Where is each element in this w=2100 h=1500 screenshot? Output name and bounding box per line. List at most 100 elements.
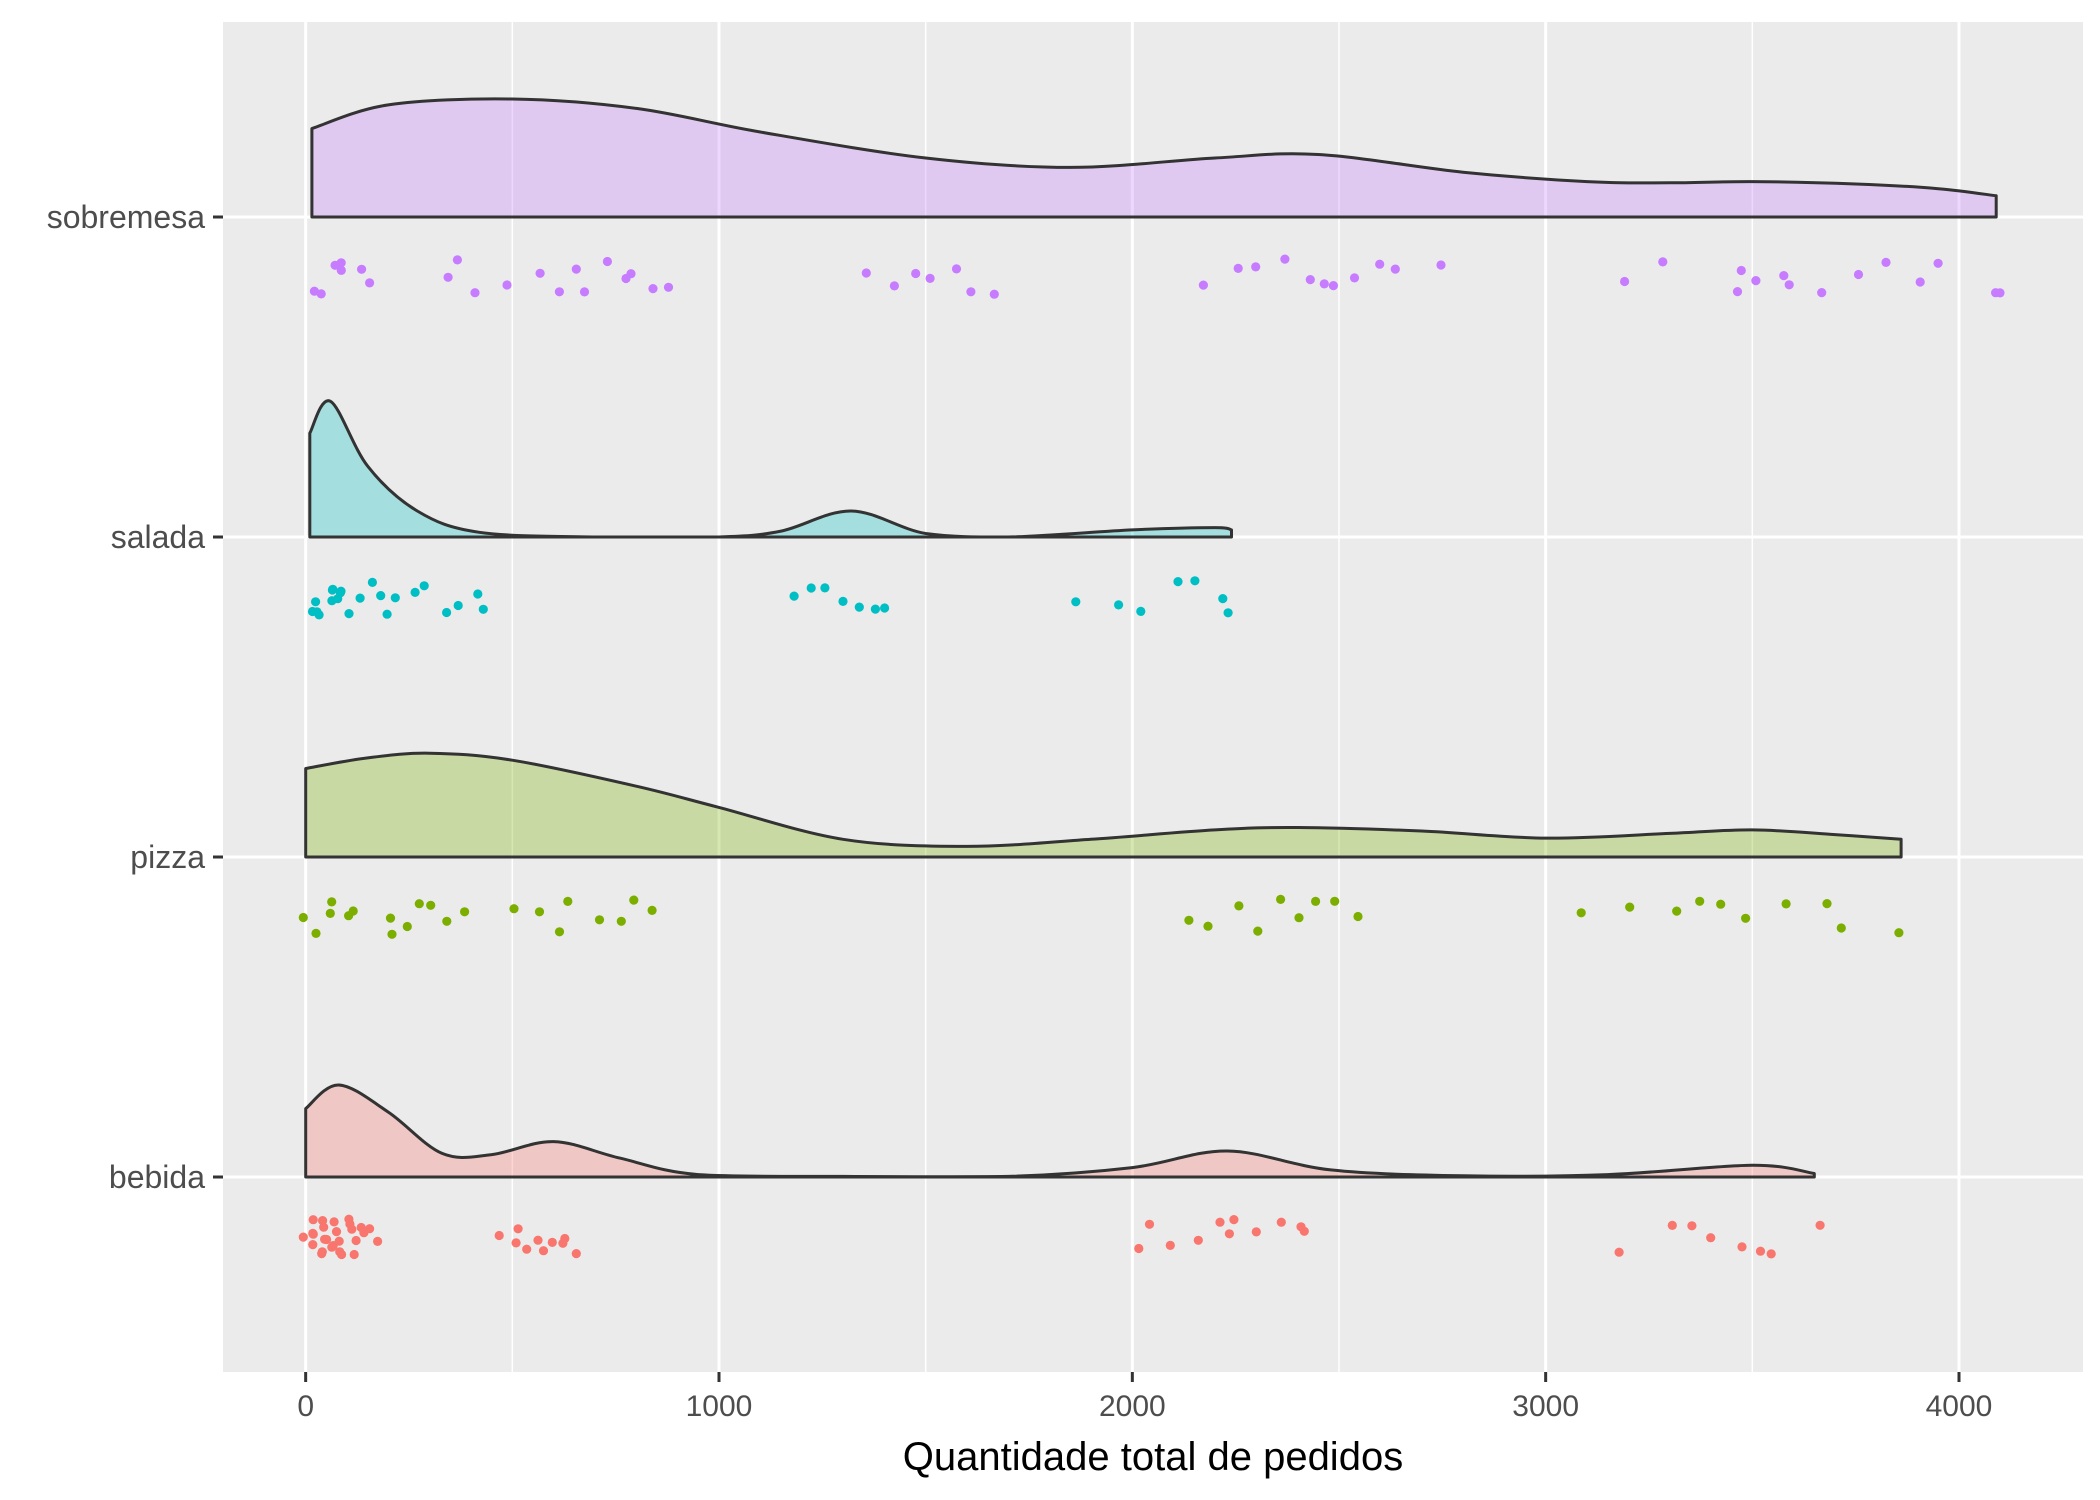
point-sobremesa <box>911 268 921 279</box>
point-bebida <box>511 1238 521 1248</box>
point-sobremesa <box>1736 265 1746 276</box>
point-bebida <box>1755 1246 1766 1256</box>
point-pizza <box>509 904 519 914</box>
point-sobremesa <box>648 284 658 294</box>
y-tick-label-bebida: bebida <box>109 1159 205 1195</box>
point-bebida <box>308 1229 318 1239</box>
point-pizza <box>460 907 470 917</box>
point-pizza <box>1672 906 1682 916</box>
point-pizza <box>616 916 626 926</box>
point-pizza <box>1330 896 1340 906</box>
point-sobremesa <box>579 287 590 297</box>
point-salada <box>333 594 343 604</box>
point-pizza <box>442 916 452 926</box>
point-bebida <box>1276 1217 1286 1227</box>
point-sobremesa <box>1817 288 1827 298</box>
point-pizza <box>311 928 321 939</box>
point-pizza <box>1353 911 1363 922</box>
point-sobremesa <box>1328 281 1338 291</box>
point-pizza <box>1625 902 1635 912</box>
point-pizza <box>1741 913 1751 923</box>
point-bebida <box>1215 1217 1225 1227</box>
x-tick-label-1000: 1000 <box>686 1390 753 1423</box>
point-sobremesa <box>535 268 545 278</box>
point-bebida <box>1144 1219 1155 1229</box>
point-pizza <box>1695 896 1705 906</box>
point-sobremesa <box>571 264 581 274</box>
point-pizza <box>1716 899 1726 909</box>
x-axis-title: Quantidade total de pedidos <box>903 1435 1403 1479</box>
point-sobremesa <box>357 264 367 274</box>
point-bebida <box>1134 1243 1144 1254</box>
point-sobremesa <box>1251 262 1261 272</box>
point-pizza <box>1234 901 1244 911</box>
point-bebida <box>308 1215 318 1225</box>
point-salada <box>473 589 483 599</box>
point-sobremesa <box>925 273 935 283</box>
point-salada <box>328 584 338 594</box>
point-salada <box>410 587 420 598</box>
density-pizza <box>304 751 1903 859</box>
point-salada <box>870 604 881 614</box>
point-bebida <box>344 1214 354 1224</box>
point-bebida <box>1165 1240 1175 1250</box>
point-bebida <box>349 1249 359 1260</box>
point-bebida <box>513 1224 523 1234</box>
point-sobremesa <box>1732 287 1743 297</box>
point-bebida <box>1193 1235 1203 1245</box>
point-bebida <box>335 1247 345 1257</box>
point-bebida <box>1737 1242 1747 1252</box>
point-salada <box>1071 597 1081 607</box>
point-salada <box>453 600 463 611</box>
point-salada <box>820 583 830 593</box>
point-bebida <box>359 1228 369 1238</box>
point-sobremesa <box>1915 277 1925 287</box>
point-pizza <box>1836 923 1846 933</box>
point-sobremesa <box>1375 259 1385 269</box>
point-pizza <box>1894 928 1904 938</box>
point-sobremesa <box>1280 254 1290 264</box>
point-salada <box>789 591 799 601</box>
point-bebida <box>538 1246 549 1256</box>
point-sobremesa <box>365 278 375 288</box>
point-sobremesa <box>1436 260 1446 270</box>
point-pizza <box>594 915 605 925</box>
point-salada <box>1114 600 1124 610</box>
point-bebida <box>1706 1233 1716 1243</box>
point-bebida <box>298 1232 308 1242</box>
point-sobremesa <box>1390 264 1400 274</box>
point-salada <box>314 610 324 620</box>
point-sobremesa <box>626 269 636 279</box>
point-pizza <box>327 897 337 907</box>
point-sobremesa <box>336 265 346 275</box>
point-salada <box>838 596 848 607</box>
point-pizza <box>298 912 308 923</box>
point-sobremesa <box>1658 257 1668 267</box>
point-bebida <box>334 1236 344 1246</box>
x-axis: 0 1000 2000 3000 4000 <box>297 1372 1992 1423</box>
point-bebida <box>1229 1215 1239 1225</box>
point-pizza <box>348 906 358 916</box>
point-pizza <box>534 907 545 917</box>
y-tick-label-salada: salada <box>111 519 206 555</box>
point-sobremesa <box>1933 258 1943 268</box>
x-tick-label-0: 0 <box>297 1390 314 1423</box>
point-sobremesa <box>502 280 512 290</box>
point-pizza <box>414 899 424 909</box>
point-bebida <box>319 1222 329 1232</box>
y-tick-label-sobremesa: sobremesa <box>47 199 206 235</box>
point-sobremesa <box>1349 273 1360 283</box>
y-axis: bebida pizza salada sobremesa <box>47 199 223 1195</box>
point-bebida <box>533 1235 543 1245</box>
point-salada <box>311 597 321 607</box>
x-tick-label-2000: 2000 <box>1099 1390 1166 1423</box>
point-salada <box>806 583 816 593</box>
point-pizza <box>1822 899 1832 909</box>
point-bebida <box>1251 1227 1261 1237</box>
point-sobremesa <box>602 256 613 267</box>
point-sobremesa <box>336 258 346 268</box>
point-sobremesa <box>663 282 674 292</box>
point-sobremesa <box>1779 271 1789 281</box>
point-pizza <box>387 929 397 939</box>
